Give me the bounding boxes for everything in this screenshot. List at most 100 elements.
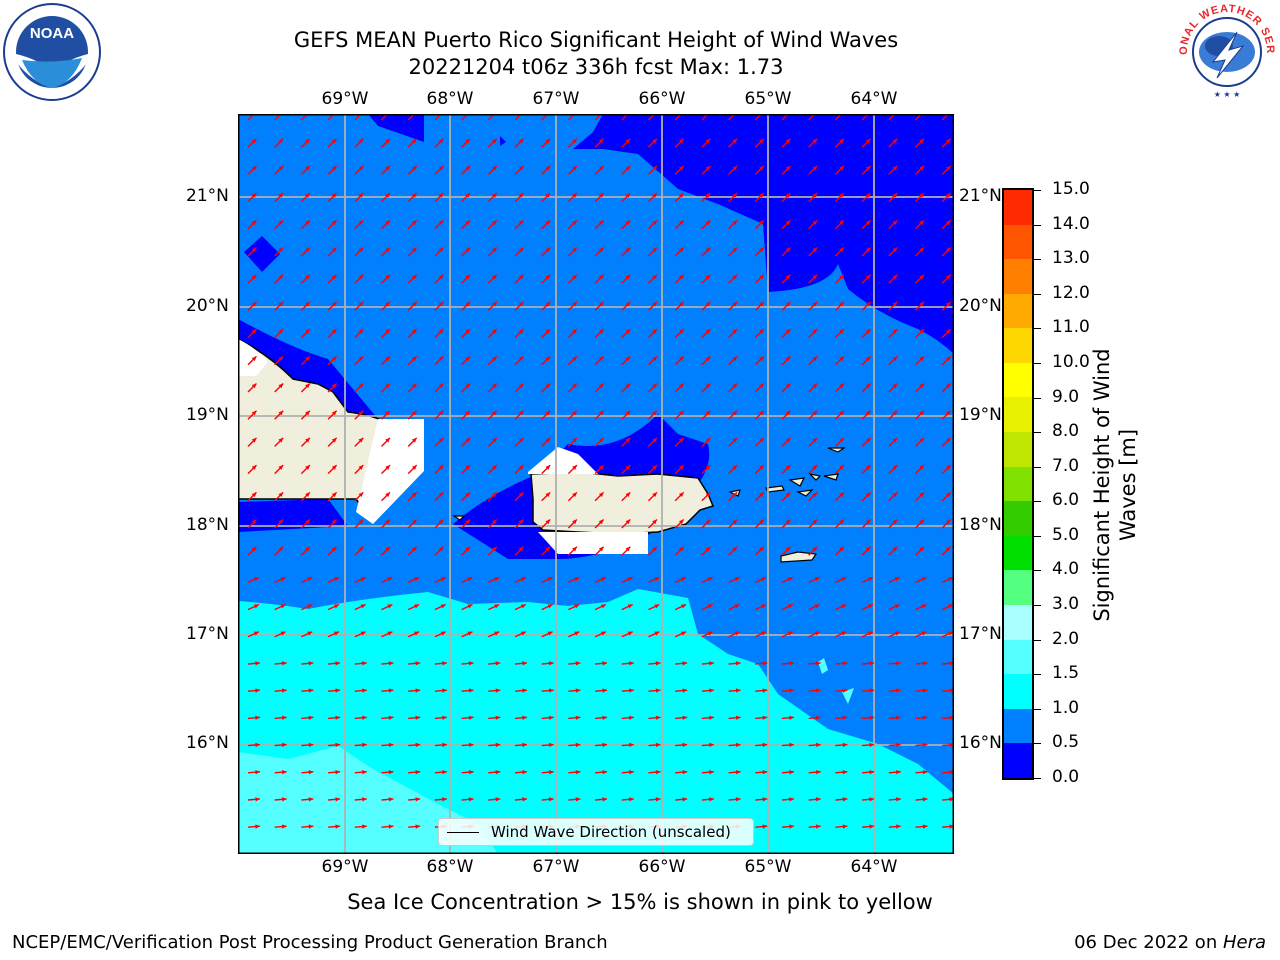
wave-direction-arrowhead bbox=[574, 604, 580, 609]
wave-direction-arrowhead bbox=[892, 546, 898, 552]
colorbar-tick-label: 7.0 bbox=[1052, 455, 1080, 476]
wave-direction-arrowhead bbox=[678, 165, 684, 171]
wave-direction-arrowhead bbox=[892, 410, 898, 416]
wave-direction-arrowhead bbox=[785, 383, 791, 389]
wave-direction-arrowhead bbox=[572, 356, 577, 362]
puerto-rico-land bbox=[530, 471, 715, 535]
wave-direction-arrowhead bbox=[785, 465, 791, 470]
wave-direction-arrowhead bbox=[415, 715, 421, 720]
wave-direction-arrowhead bbox=[411, 329, 417, 334]
wave-direction-arrowhead bbox=[442, 769, 447, 775]
wave-direction-arrowhead bbox=[732, 519, 738, 525]
wave-direction-arrowhead bbox=[945, 193, 951, 198]
colorbar-segment bbox=[1004, 466, 1032, 502]
wave-direction-arrowhead bbox=[709, 797, 714, 802]
wave-direction-arrowhead bbox=[598, 383, 604, 389]
wave-direction-arrowhead bbox=[945, 220, 951, 226]
wave-direction-arrowhead bbox=[522, 769, 527, 775]
wave-direction-arrowhead bbox=[762, 661, 768, 666]
wave-direction-arrowhead bbox=[709, 661, 714, 666]
wave-direction-arrowhead bbox=[734, 604, 740, 609]
wave-direction-arrowhead bbox=[865, 220, 871, 226]
wave-direction-arrowhead bbox=[625, 519, 631, 525]
wave-direction-arrowhead bbox=[892, 247, 898, 253]
wave-direction-arrowhead bbox=[492, 356, 497, 362]
wave-direction-arrowhead bbox=[278, 274, 284, 280]
wave-direction-arrowhead bbox=[839, 247, 844, 253]
colorbar-tick-label: 13.0 bbox=[1052, 248, 1090, 269]
wave-direction-arrowhead bbox=[945, 138, 951, 144]
wave-direction-arrowhead bbox=[629, 797, 634, 802]
wave-direction-arrowhead bbox=[305, 383, 310, 389]
wave-direction-arrowhead bbox=[360, 577, 366, 582]
lat-label-left: 17°N bbox=[186, 624, 229, 644]
lon-label-top: 65°W bbox=[744, 89, 792, 109]
wave-direction-arrowhead bbox=[815, 742, 821, 748]
wave-direction-arrowhead bbox=[305, 465, 310, 470]
colorbar-segment bbox=[1004, 570, 1032, 606]
wave-direction-arrowhead bbox=[812, 437, 818, 443]
wave-direction-arrowhead bbox=[600, 604, 606, 609]
wave-direction-arrowhead bbox=[468, 661, 474, 666]
wave-direction-arrowhead bbox=[839, 410, 844, 416]
wave-direction-arrowhead bbox=[278, 356, 284, 362]
wave-direction-arrowhead bbox=[839, 138, 844, 144]
wave-direction-arrowhead bbox=[385, 546, 390, 552]
wave-direction-arrowhead bbox=[465, 383, 471, 389]
wave-direction-arrowhead bbox=[442, 797, 447, 802]
wave-direction-arrowhead bbox=[598, 247, 604, 253]
wave-direction-arrowhead bbox=[869, 797, 875, 802]
wave-direction-arrowhead bbox=[438, 165, 444, 171]
wave-direction-arrowhead bbox=[682, 688, 688, 693]
wave-direction-arrowhead bbox=[839, 519, 844, 525]
wave-direction-arrowhead bbox=[948, 604, 954, 609]
wave-direction-arrowhead bbox=[629, 715, 634, 720]
lat-label-right: 19°N bbox=[959, 405, 1002, 425]
wave-direction-arrowhead bbox=[333, 604, 339, 609]
colorbar-tick-mark bbox=[1034, 708, 1041, 710]
wave-direction-arrowhead bbox=[629, 661, 634, 666]
wave-direction-arrowhead bbox=[574, 631, 580, 636]
wave-direction-arrowhead bbox=[251, 465, 257, 470]
wave-direction-arrowhead bbox=[678, 274, 684, 280]
wave-direction-arrowhead bbox=[411, 138, 417, 144]
chart-subtitle: 20221204 t06z 336h fcst Max: 1.73 bbox=[408, 55, 784, 79]
wave-direction-arrowhead bbox=[598, 410, 604, 416]
wave-direction-arrowhead bbox=[654, 577, 660, 582]
wave-direction-arrowhead bbox=[438, 329, 444, 334]
wave-direction-arrowhead bbox=[331, 138, 337, 144]
colorbar-label: Significant Height of Wind Waves [m] bbox=[1089, 348, 1141, 621]
land-mask-puerto-rico bbox=[528, 447, 648, 554]
wave-direction-arrowhead bbox=[255, 824, 260, 829]
wave-direction-arrowhead bbox=[869, 769, 875, 775]
wave-direction-arrowhead bbox=[522, 797, 527, 802]
wave-direction-arrowhead bbox=[681, 631, 687, 636]
colorbar-tick-label: 3.0 bbox=[1052, 594, 1080, 615]
wave-direction-arrowhead bbox=[945, 356, 951, 362]
wave-direction-arrowhead bbox=[545, 465, 551, 470]
wave-direction-arrowhead bbox=[331, 247, 337, 253]
wave-direction-arrowhead bbox=[919, 410, 924, 416]
wave-direction-arrowhead bbox=[839, 465, 844, 470]
wave-direction-arrowhead bbox=[548, 688, 554, 693]
wave-direction-arrowhead bbox=[494, 631, 500, 636]
chart-title: GEFS MEAN Puerto Rico Significant Height… bbox=[293, 28, 899, 52]
wave-direction-arrowhead bbox=[600, 631, 606, 636]
wave-direction-arrowhead bbox=[598, 193, 604, 198]
lat-label-right: 17°N bbox=[959, 624, 1002, 644]
wave-direction-arrowhead bbox=[492, 247, 497, 253]
wave-direction-arrowhead bbox=[812, 546, 818, 552]
wave-direction-arrowhead bbox=[331, 465, 337, 470]
wave-direction-arrowhead bbox=[682, 797, 688, 802]
colorbar-segment bbox=[1004, 259, 1032, 294]
wave-direction-arrowhead bbox=[865, 165, 871, 171]
wave-direction-arrowhead bbox=[547, 604, 553, 609]
wave-direction-arrowhead bbox=[945, 465, 951, 470]
wave-direction-arrowhead bbox=[922, 824, 928, 829]
wave-direction-arrowhead bbox=[735, 797, 741, 802]
wave-direction-arrowhead bbox=[625, 165, 631, 171]
wave-direction-arrowhead bbox=[732, 165, 738, 171]
wave-direction-arrowhead bbox=[709, 769, 714, 775]
wave-direction-arrowhead bbox=[841, 577, 847, 582]
wave-direction-arrowhead bbox=[919, 138, 924, 144]
